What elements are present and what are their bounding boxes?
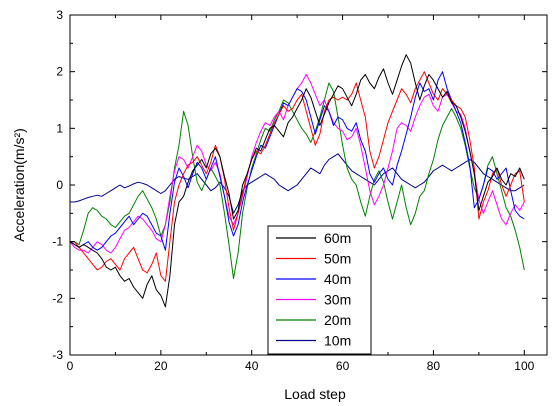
legend-label-10m: 10m xyxy=(324,333,351,349)
y-tick-label: -3 xyxy=(52,348,63,362)
x-tick-label: 20 xyxy=(154,359,168,373)
y-tick-label: -1 xyxy=(52,235,63,249)
y-axis-label: Acceleration(m/s²) xyxy=(11,128,27,242)
x-tick-label: 0 xyxy=(67,359,74,373)
series-line-40m xyxy=(69,71,525,251)
legend-label-60m: 60m xyxy=(324,230,351,246)
series-line-20m xyxy=(70,82,525,279)
legend: 60m 50m 40m 30m 20m 10m xyxy=(267,225,372,355)
legend-label-50m: 50m xyxy=(324,251,351,267)
legend-label-20m: 20m xyxy=(324,312,351,328)
y-tick-label: 1 xyxy=(56,121,63,135)
legend-label-30m: 30m xyxy=(324,292,351,308)
x-tick-label: 80 xyxy=(427,359,441,373)
legend-box xyxy=(267,225,372,355)
y-tick-label: 2 xyxy=(56,65,63,79)
y-tick-label: -2 xyxy=(52,291,63,305)
series-layer xyxy=(69,54,525,308)
axes-ticks: 0 20 40 60 80 100 -3 -2 -1 0 1 2 3 xyxy=(52,8,547,373)
x-axis-label: Load step xyxy=(284,386,346,402)
legend-label-40m: 40m xyxy=(324,271,351,287)
x-tick-label: 40 xyxy=(245,359,259,373)
x-tick-label: 100 xyxy=(514,359,534,373)
y-tick-label: 3 xyxy=(56,8,63,22)
x-tick-label: 60 xyxy=(336,359,350,373)
y-tick-label: 0 xyxy=(56,178,63,192)
series-line-60m xyxy=(69,54,525,308)
series-line-10m xyxy=(70,153,525,214)
